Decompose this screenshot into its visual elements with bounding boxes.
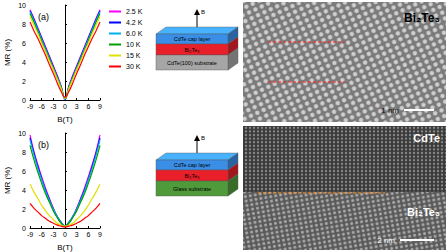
svg-text:-6: -6 — [39, 231, 45, 238]
svg-text:30 K: 30 K — [126, 63, 141, 70]
svg-text:10 K: 10 K — [126, 41, 141, 48]
svg-text:(b): (b) — [38, 140, 49, 150]
svg-text:4: 4 — [22, 59, 26, 66]
svg-text:6: 6 — [22, 168, 26, 175]
svg-text:-9: -9 — [27, 231, 33, 238]
svg-text:8: 8 — [22, 149, 26, 156]
svg-text:B(T): B(T) — [57, 243, 73, 252]
svg-text:9: 9 — [98, 231, 102, 238]
svg-text:-3: -3 — [50, 231, 56, 238]
svg-text:2.5 K: 2.5 K — [126, 8, 143, 15]
svg-text:0: 0 — [63, 231, 67, 238]
svg-text:Bi₂Te₃: Bi₂Te₃ — [184, 47, 199, 53]
svg-text:6: 6 — [22, 40, 26, 47]
svg-text:-6: -6 — [39, 103, 45, 110]
svg-text:MR (%): MR (%) — [3, 39, 12, 66]
svg-text:3: 3 — [75, 103, 79, 110]
svg-text:CdTe cap layer: CdTe cap layer — [174, 162, 211, 168]
svg-text:2: 2 — [22, 206, 26, 213]
svg-text:Bi₂Te₃: Bi₂Te₃ — [404, 11, 440, 25]
svg-text:2: 2 — [22, 78, 26, 85]
svg-text:(a): (a) — [38, 12, 49, 22]
svg-text:6: 6 — [86, 103, 90, 110]
svg-text:15 K: 15 K — [126, 52, 141, 59]
svg-text:CdTe(100) substrate: CdTe(100) substrate — [167, 60, 217, 66]
svg-text:3: 3 — [75, 231, 79, 238]
svg-text:B(T): B(T) — [57, 115, 73, 124]
svg-text:-3: -3 — [50, 103, 56, 110]
svg-text:B: B — [201, 135, 205, 141]
svg-text:0: 0 — [63, 103, 67, 110]
svg-text:4.2 K: 4.2 K — [126, 19, 143, 26]
svg-text:0: 0 — [22, 97, 26, 104]
svg-text:6.0 K: 6.0 K — [126, 30, 143, 37]
svg-text:4: 4 — [22, 187, 26, 194]
svg-text:CdTe: CdTe — [413, 132, 440, 144]
svg-text:Bi₂Te₃: Bi₂Te₃ — [407, 206, 440, 218]
svg-text:6: 6 — [86, 231, 90, 238]
svg-text:MR (%): MR (%) — [3, 167, 12, 194]
svg-text:2 nm: 2 nm — [377, 236, 395, 245]
svg-text:9: 9 — [98, 103, 102, 110]
svg-text:B: B — [201, 9, 205, 15]
svg-text:1 nm: 1 nm — [381, 106, 399, 115]
svg-text:0: 0 — [22, 225, 26, 232]
svg-text:10: 10 — [18, 2, 26, 9]
svg-text:CdTe cap layer: CdTe cap layer — [174, 36, 211, 42]
svg-text:-9: -9 — [27, 103, 33, 110]
svg-text:Bi₂Te₃: Bi₂Te₃ — [184, 173, 199, 179]
svg-text:10: 10 — [18, 130, 26, 137]
svg-text:8: 8 — [22, 21, 26, 28]
svg-text:Glass substrate: Glass substrate — [173, 186, 211, 192]
